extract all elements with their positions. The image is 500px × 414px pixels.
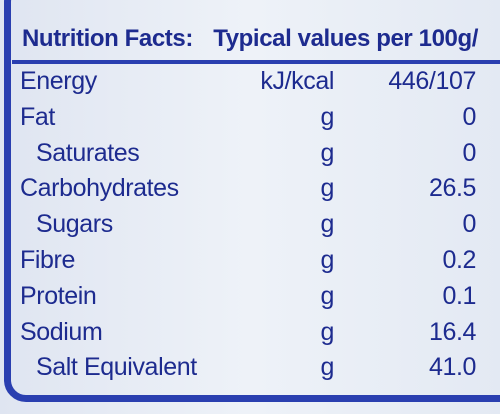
row-name: Energy xyxy=(20,67,97,95)
row-unit: g xyxy=(320,281,334,310)
row-value: 0.2 xyxy=(442,246,476,274)
row-value: 446/107 xyxy=(388,67,476,95)
row-name: Saturates xyxy=(36,138,140,167)
row-name: Fibre xyxy=(20,246,75,274)
header-values-label: Typical values per 100g/ xyxy=(213,25,478,52)
row-unit: g xyxy=(320,246,334,274)
row-unit: g xyxy=(320,317,334,346)
row-name: Sodium xyxy=(20,317,103,346)
label-border xyxy=(4,0,500,402)
row-value: 0 xyxy=(462,138,476,167)
row-name: Sugars xyxy=(36,210,113,239)
row-unit: g xyxy=(320,102,334,131)
row-name: Fat xyxy=(20,102,55,131)
header-title: Nutrition Facts: xyxy=(22,25,193,52)
row-value: 26.5 xyxy=(428,174,476,203)
row-unit: g xyxy=(320,174,334,203)
row-value: 41.0 xyxy=(428,353,476,382)
row-value: 0.1 xyxy=(442,281,476,310)
row-unit: kJ/kcal xyxy=(260,67,334,95)
row-unit: g xyxy=(320,210,334,239)
row-name: Carbohydrates xyxy=(20,174,179,203)
row-value: 0 xyxy=(462,102,476,131)
row-name: Protein xyxy=(20,281,97,310)
row-name: Salt Equivalent xyxy=(36,353,197,382)
row-value: 16.4 xyxy=(428,317,476,346)
header-rule xyxy=(12,60,500,64)
row-unit: g xyxy=(320,138,334,167)
row-value: 0 xyxy=(462,210,476,239)
row-unit: g xyxy=(320,353,334,382)
